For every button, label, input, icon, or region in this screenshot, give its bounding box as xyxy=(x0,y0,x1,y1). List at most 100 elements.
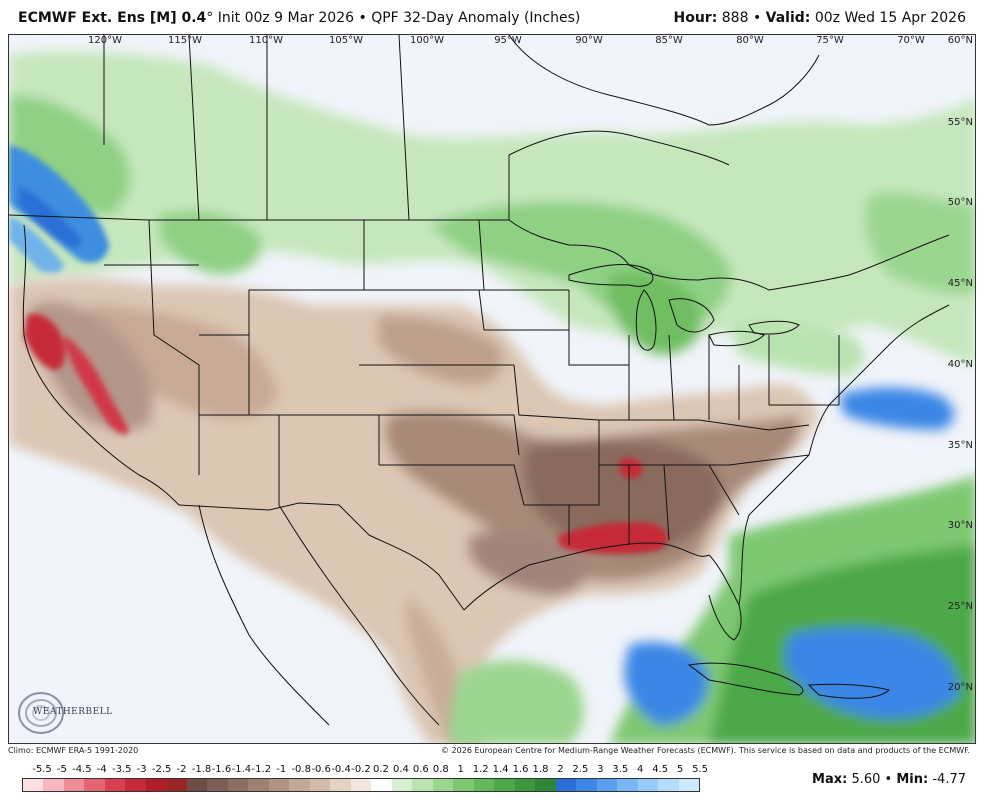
colorbar-swatch xyxy=(248,779,269,791)
min-value: -4.77 xyxy=(932,772,966,787)
colorbar-tick-label: -4.5 xyxy=(72,764,92,775)
valid-label: Valid: xyxy=(765,10,811,26)
colorbar-swatch xyxy=(186,779,208,791)
colorbar-tick-label: -2.5 xyxy=(151,764,172,775)
colorbar-tick-label: -1.2 xyxy=(251,764,272,775)
colorbar-tick-label: -1.6 xyxy=(211,764,232,775)
colorbar-tick-label: 2 xyxy=(557,764,564,775)
min-label: Min: xyxy=(896,772,929,787)
state-borders xyxy=(9,35,950,726)
model-name: ECMWF Ext. Ens [M] 0.4 xyxy=(18,10,207,26)
map-title: ECMWF Ext. Ens [M] 0.4° Init 00z 9 Mar 2… xyxy=(18,10,580,26)
hour-value: 888 xyxy=(721,10,749,26)
lon-label: 70°W xyxy=(897,35,925,46)
colorbar-swatch xyxy=(473,779,495,791)
max-min-readout: Max: 5.60 • Min: -4.77 xyxy=(812,772,966,787)
lat-label: 35°N xyxy=(947,440,973,451)
colorbar-swatch xyxy=(514,779,536,791)
colorbar-swatch xyxy=(104,779,126,791)
lon-label: 85°W xyxy=(655,35,683,46)
colorbar-tick-label: 0.4 xyxy=(392,764,409,775)
colorbar-swatch xyxy=(145,779,167,791)
lon-label: 95°W xyxy=(494,35,522,46)
colorbar-tick-label: -4 xyxy=(96,764,107,775)
logo-text: WEATHERBELL xyxy=(33,707,113,717)
colorbar-tick-label: -3 xyxy=(136,764,147,775)
colorbar-swatch xyxy=(617,779,638,791)
colorbar-swatch xyxy=(23,779,44,791)
colorbar-swatch xyxy=(391,779,413,791)
colorbar-tick-label: 1.2 xyxy=(472,764,489,775)
colorbar-tick-label: 3.5 xyxy=(612,764,629,775)
lon-label: 90°W xyxy=(575,35,603,46)
separator: • xyxy=(752,10,762,26)
colorbar-swatch xyxy=(350,779,372,791)
lat-label: 40°N xyxy=(947,359,973,370)
colorbar-swatch xyxy=(43,779,64,791)
colorbar-swatch xyxy=(432,779,454,791)
lon-label: 110°W xyxy=(249,35,283,46)
colorbar-swatch xyxy=(555,779,577,791)
colorbar-swatch xyxy=(494,779,515,791)
swirl-icon xyxy=(18,692,64,734)
lon-label: 115°W xyxy=(168,35,202,46)
dry-anomaly-core xyxy=(24,313,668,554)
colorbar-swatch xyxy=(84,779,105,791)
colorbar-tick-label: -1.8 xyxy=(191,764,212,775)
colorbar-tick-label: 1.8 xyxy=(532,764,549,775)
lon-label: 80°W xyxy=(736,35,764,46)
colorbar-tick-label: 4 xyxy=(637,764,644,775)
lon-label: 105°W xyxy=(329,35,363,46)
colorbar-tick-label: -2 xyxy=(176,764,187,775)
colorbar-swatch xyxy=(63,779,85,791)
colorbar-tick-label: 1.4 xyxy=(492,764,509,775)
max-label: Max: xyxy=(812,772,848,787)
wet-anomaly-atlantic xyxy=(449,387,975,743)
colorbar-swatch xyxy=(227,779,249,791)
colorbar-swatch xyxy=(268,779,290,791)
lon-label: 75°W xyxy=(816,35,844,46)
colorbar-swatch xyxy=(637,779,659,791)
lat-label: 30°N xyxy=(947,520,973,531)
colorbar-swatch xyxy=(678,779,699,791)
colorbar-tick-label: 3 xyxy=(597,764,604,775)
lat-label: 25°N xyxy=(947,601,973,612)
valid-value: 00z Wed 15 Apr 2026 xyxy=(814,10,966,26)
colorbar-tick-label: -5.5 xyxy=(32,764,52,775)
climo-note: Climo: ECMWF ERA-5 1991-2020 xyxy=(8,746,139,755)
colorbar-swatch xyxy=(125,779,146,791)
colorbar-tick-label: 5 xyxy=(676,764,684,775)
colorbar-swatch xyxy=(658,779,679,791)
separator: • xyxy=(884,772,893,787)
anomaly-map xyxy=(9,35,975,743)
map-panel[interactable]: 120°W 115°W 110°W 105°W 100°W 95°W 90°W … xyxy=(8,34,976,744)
colorbar-tick-label: 0.6 xyxy=(412,764,429,775)
colorbar xyxy=(22,778,700,792)
run-details: Init 00z 9 Mar 2026 • QPF 32-Day Anomaly… xyxy=(217,10,581,26)
colorbar-swatch xyxy=(289,779,310,791)
valid-time: Hour: 888 • Valid: 00z Wed 15 Apr 2026 xyxy=(673,10,966,26)
max-value: 5.60 xyxy=(851,772,881,787)
colorbar-swatch xyxy=(596,779,618,791)
lon-label: 100°W xyxy=(410,35,444,46)
colorbar-tick-label: 1 xyxy=(457,764,464,775)
colorbar-ticks: -5.5 -5 -4.5 -4 -3.5 -3 -2.5 -2 -1.8 -1.6 -1.4 -1.2… xyxy=(0,764,984,778)
hour-label: Hour: xyxy=(673,10,718,26)
colorbar-swatch xyxy=(371,779,392,791)
colorbar-tick-label: -0.6 xyxy=(311,764,331,775)
colorbar-swatch xyxy=(412,779,433,791)
degree-symbol: ° xyxy=(206,10,214,26)
colorbar-tick-label: -0.8 xyxy=(291,764,311,775)
colorbar-swatch xyxy=(166,779,187,791)
colorbar-tick-label: 5.5 xyxy=(692,764,708,775)
lat-label: 55°N xyxy=(947,117,973,128)
colorbar-swatch xyxy=(309,779,331,791)
colorbar-tick-label: 0.8 xyxy=(432,764,449,775)
colorbar-tick-label: -0.4 xyxy=(331,764,351,775)
colorbar-tick-label: -1 xyxy=(276,764,287,775)
colorbar-tick-label: -1.4 xyxy=(231,764,252,775)
colorbar-tick-label: -3.5 xyxy=(111,764,132,775)
copyright-note: © 2026 European Centre for Medium-Range … xyxy=(441,746,970,755)
colorbar-tick-label: -0.2 xyxy=(351,764,371,775)
weatherbell-logo: WEATHERBELL xyxy=(15,687,112,739)
